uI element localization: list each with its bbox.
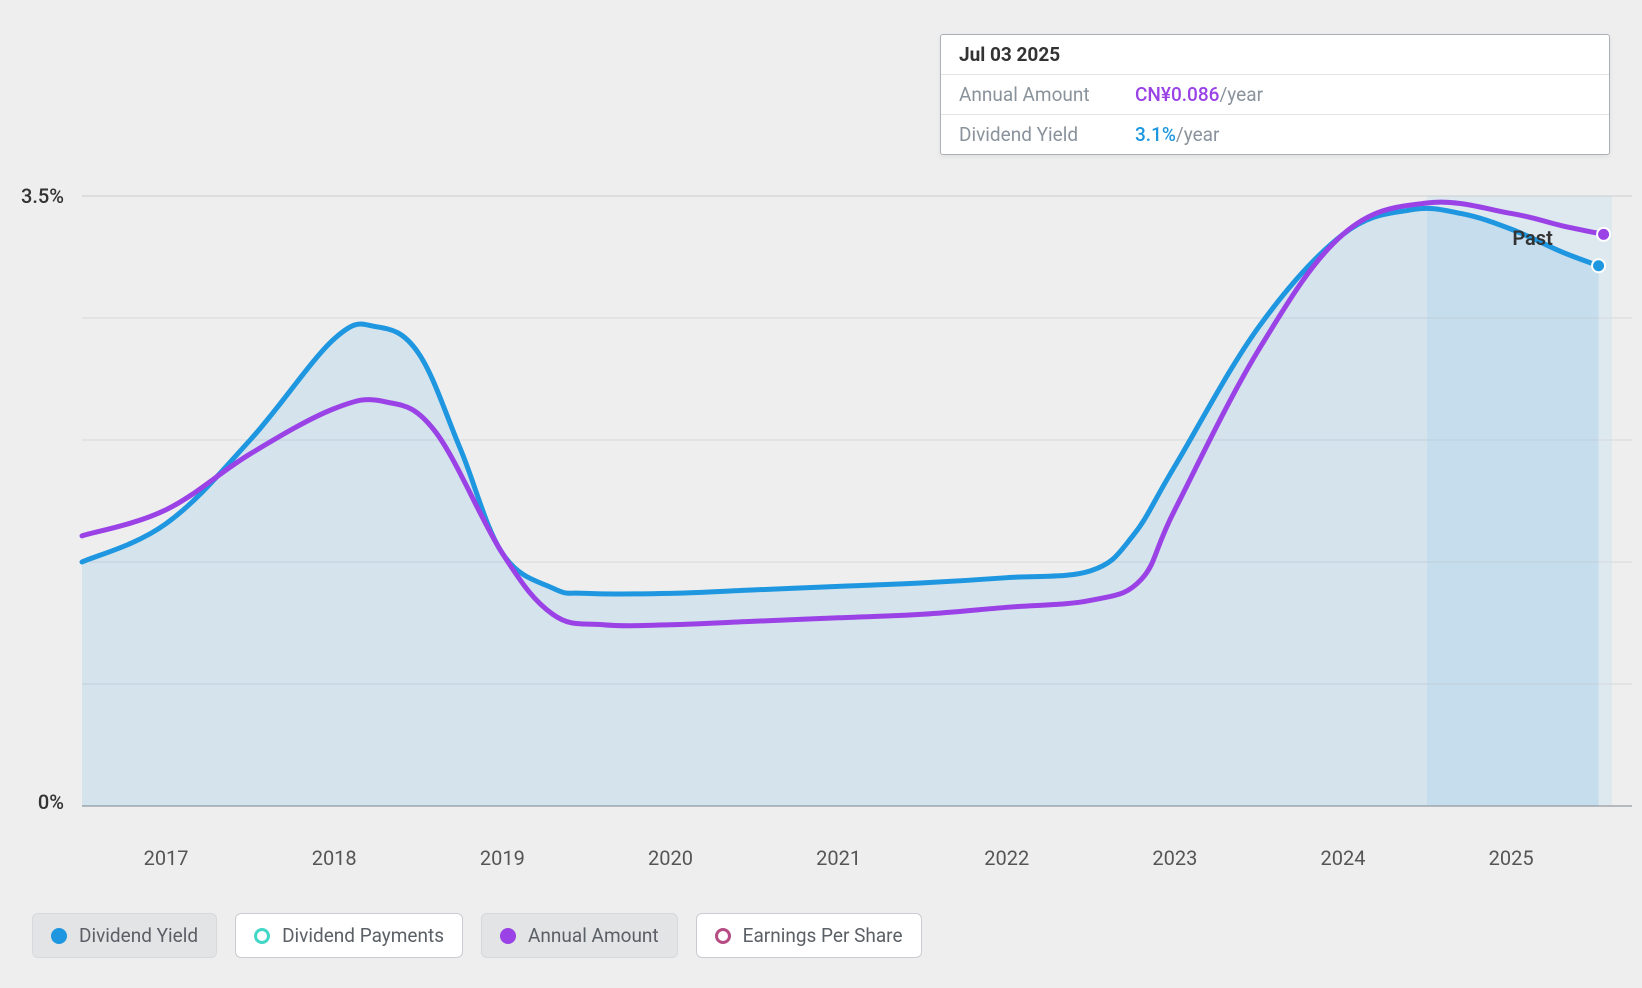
tooltip-date-row: Jul 03 2025 (941, 35, 1609, 75)
x-axis-tick: 2021 (816, 846, 861, 870)
past-marker-label: Past (1512, 226, 1552, 250)
x-axis-tick: 2017 (144, 846, 189, 870)
legend-item-annual-amount[interactable]: Annual Amount (481, 913, 678, 958)
legend-item-dividend-yield[interactable]: Dividend Yield (32, 913, 217, 958)
dividend-chart: 3.5% 0% 2017 2018 2019 2020 2021 2022 2023 2024… (0, 0, 1642, 988)
legend-label: Annual Amount (528, 924, 659, 947)
tooltip-date: Jul 03 2025 (959, 43, 1591, 66)
legend-item-earnings-per-share[interactable]: Earnings Per Share (696, 913, 922, 958)
legend-swatch (254, 928, 270, 944)
y-axis-label-min: 0% (4, 790, 64, 814)
legend-swatch (51, 928, 67, 944)
tooltip-key: Dividend Yield (959, 123, 1135, 146)
x-axis-tick: 2020 (648, 846, 693, 870)
legend-item-dividend-payments[interactable]: Dividend Payments (235, 913, 463, 958)
tooltip-row-annual-amount: Annual Amount CN¥0.086/year (941, 75, 1609, 115)
y-axis-label-max: 3.5% (4, 184, 64, 208)
x-axis-tick: 2024 (1321, 846, 1366, 870)
legend-swatch (715, 928, 731, 944)
tooltip-value: 3.1%/year (1135, 123, 1591, 146)
chart-legend: Dividend Yield Dividend Payments Annual Am… (32, 913, 922, 958)
tooltip-row-dividend-yield: Dividend Yield 3.1%/year (941, 115, 1609, 154)
legend-label: Dividend Yield (79, 924, 198, 947)
hover-tooltip: Jul 03 2025 Annual Amount CN¥0.086/year … (940, 34, 1610, 155)
x-axis-tick: 2018 (312, 846, 357, 870)
x-axis-tick: 2019 (480, 846, 525, 870)
tooltip-key: Annual Amount (959, 83, 1135, 106)
legend-swatch (500, 928, 516, 944)
x-axis-tick: 2022 (984, 846, 1029, 870)
tooltip-value: CN¥0.086/year (1135, 83, 1591, 106)
legend-label: Earnings Per Share (743, 924, 903, 947)
legend-label: Dividend Payments (282, 924, 444, 947)
x-axis-tick: 2025 (1489, 846, 1534, 870)
x-axis-tick: 2023 (1152, 846, 1197, 870)
